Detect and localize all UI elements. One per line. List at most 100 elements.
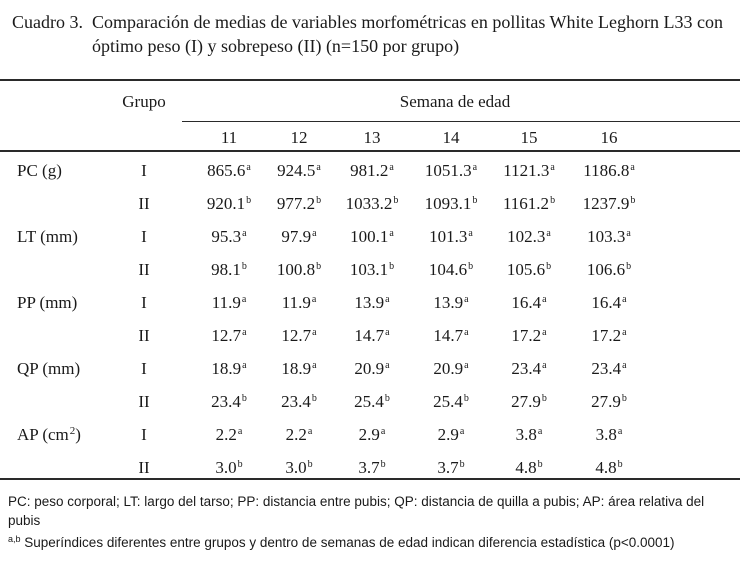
table-cell: 27.9b — [511, 392, 547, 412]
cell-superscript: b — [316, 195, 322, 206]
table-cell: 98.1b — [211, 260, 247, 280]
cell-superscript: a — [472, 162, 478, 173]
table-cell: 12.7a — [281, 326, 316, 346]
cell-value: 17.2 — [591, 326, 622, 345]
cell-value: 4.8 — [515, 458, 537, 477]
table-cell: 3.8a — [516, 425, 543, 445]
cell-value: 3.7 — [358, 458, 380, 477]
notes-sup-label: a,b — [8, 534, 21, 544]
table-cell: 4.8b — [515, 458, 542, 478]
cell-value: 12.7 — [211, 326, 242, 345]
table-cell: 3.8a — [596, 425, 623, 445]
cell-superscript: a — [622, 360, 627, 371]
cell-superscript: a — [464, 294, 469, 305]
variable-label-text: PC (g) — [17, 161, 62, 180]
table-cell: 106.6b — [587, 260, 631, 280]
cell-value: 18.9 — [211, 359, 242, 378]
group-label: I — [141, 161, 147, 180]
table-cell: 977.2b — [277, 194, 321, 214]
cell-superscript: b — [384, 393, 390, 404]
cell-superscript: a — [464, 360, 469, 371]
cell-superscript: b — [459, 459, 465, 470]
cell-value: 2.9 — [358, 425, 380, 444]
cell-value: 25.4 — [433, 392, 463, 411]
week-header: 15 — [520, 128, 538, 147]
cell-superscript: a — [385, 294, 390, 305]
cell-superscript: a — [241, 294, 247, 305]
cell-superscript: b — [393, 195, 399, 206]
table-cell: 4.8b — [595, 458, 622, 478]
table-cell: 103.1b — [350, 260, 394, 280]
table-cell: 1121.3a — [503, 161, 555, 181]
cell-value: 25.4 — [354, 392, 384, 411]
group-label: I — [141, 293, 147, 312]
cell-value: 977.2 — [276, 194, 316, 213]
cell-value: 1093.1 — [424, 194, 472, 213]
table-cell: 2.2a — [216, 425, 243, 445]
cell-superscript: a — [316, 162, 321, 173]
cell-superscript: a — [464, 327, 469, 338]
variable-label-end: ) — [75, 425, 81, 444]
week-header: 11 — [220, 128, 238, 147]
cell-value: 101.3 — [429, 227, 468, 246]
table-cell: 13.9a — [354, 293, 389, 313]
table-cell: 14.7a — [433, 326, 468, 346]
cell-value: 23.4 — [211, 392, 241, 411]
cell-superscript: a — [311, 294, 317, 305]
cell-superscript: b — [241, 261, 247, 272]
variable-label-text: AP (cm — [17, 425, 69, 444]
cell-value: 104.6 — [428, 260, 468, 279]
table-cell: 23.4a — [591, 359, 626, 379]
cell-value: 16.4 — [591, 293, 622, 312]
cell-value: 11.9 — [211, 293, 241, 312]
table-cell: 100.1a — [350, 227, 394, 247]
cell-superscript: b — [237, 459, 243, 470]
table-cell: 12.7a — [211, 326, 246, 346]
cell-superscript: a — [622, 327, 627, 338]
table-cell: 865.6a — [207, 161, 251, 181]
cell-superscript: b — [311, 393, 317, 404]
variable-label-text: QP (mm) — [17, 359, 81, 378]
cell-superscript: a — [542, 327, 547, 338]
cell-value: 12.7 — [281, 326, 312, 345]
table-cell: 981.2a — [350, 161, 394, 181]
cell-superscript: a — [630, 162, 635, 173]
cell-superscript: b — [307, 459, 313, 470]
cell-superscript: a — [312, 228, 317, 239]
cell-value: 105.6 — [506, 260, 546, 279]
table-cell: 1186.8a — [583, 161, 635, 181]
cell-value: 103.1 — [349, 260, 389, 279]
cell-superscript: a — [242, 228, 247, 239]
cell-value: 2.9 — [437, 425, 459, 444]
table-cell: 3.0b — [285, 458, 312, 478]
group-label: I — [141, 359, 147, 378]
cell-value: 3.8 — [515, 425, 537, 444]
cell-value: 102.3 — [507, 227, 546, 246]
cell-superscript: a — [237, 426, 243, 437]
cell-superscript: a — [242, 360, 247, 371]
cell-value: 4.8 — [595, 458, 617, 477]
cell-value: 100.1 — [350, 227, 389, 246]
cell-superscript: b — [463, 393, 469, 404]
group-label: I — [141, 227, 147, 246]
cell-superscript: a — [389, 162, 394, 173]
header-grupo: Grupo — [122, 92, 166, 111]
week-header: 13 — [363, 128, 381, 147]
cell-value: 95.3 — [211, 227, 242, 246]
table-cell: 23.4a — [511, 359, 546, 379]
cell-superscript: b — [630, 195, 636, 206]
variable-label: PP (mm) — [17, 293, 77, 313]
table-cell: 16.4a — [511, 293, 546, 313]
table-cell: 1051.3a — [425, 161, 477, 181]
cell-superscript: a — [246, 162, 251, 173]
cell-superscript: a — [312, 360, 317, 371]
cell-superscript: b — [468, 261, 474, 272]
table-cell: 14.7a — [354, 326, 389, 346]
cell-superscript: a — [622, 294, 627, 305]
cell-value: 103.3 — [587, 227, 626, 246]
variable-label-text: LT (mm) — [17, 227, 78, 246]
cell-value: 1186.8 — [583, 161, 630, 180]
variable-label: AP (cm2) — [17, 425, 81, 445]
cell-superscript: a — [389, 228, 394, 239]
week-header: 16 — [600, 128, 618, 147]
